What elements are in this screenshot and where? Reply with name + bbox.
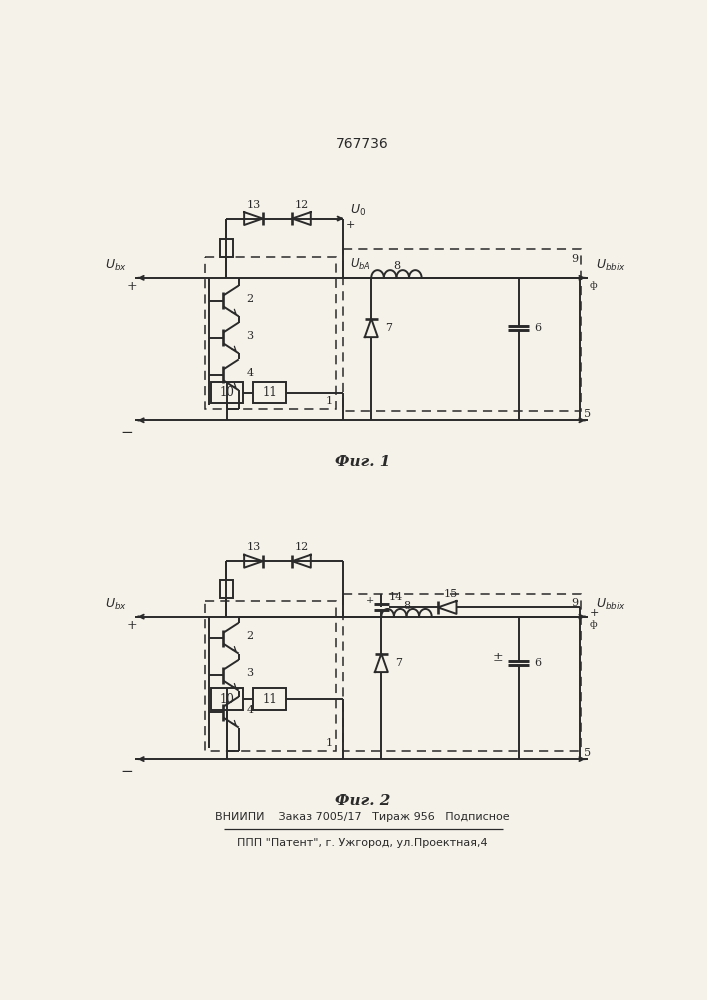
Text: 10: 10 <box>220 386 235 399</box>
Bar <box>343 249 581 411</box>
Bar <box>204 257 337 409</box>
Bar <box>253 688 286 710</box>
Text: 9: 9 <box>571 598 578 608</box>
Text: Фиг. 2: Фиг. 2 <box>335 794 390 808</box>
Text: ф: ф <box>590 281 597 290</box>
Text: ф: ф <box>590 620 597 629</box>
Text: 8: 8 <box>393 261 400 271</box>
Text: +: + <box>346 220 355 230</box>
Text: 7: 7 <box>385 323 392 333</box>
Text: 1: 1 <box>325 396 332 406</box>
Bar <box>253 382 286 403</box>
Text: 13: 13 <box>246 200 261 210</box>
Text: +: + <box>127 619 137 632</box>
Text: 9: 9 <box>571 254 578 264</box>
Text: 767736: 767736 <box>337 137 389 151</box>
Bar <box>211 382 243 403</box>
Text: 6: 6 <box>534 323 541 333</box>
Text: −: − <box>121 765 134 779</box>
Bar <box>204 601 337 751</box>
Text: 13: 13 <box>246 542 261 552</box>
Text: 8: 8 <box>403 601 410 611</box>
Text: 3: 3 <box>247 331 254 341</box>
Text: Фиг. 1: Фиг. 1 <box>335 455 390 469</box>
Text: 12: 12 <box>294 200 309 210</box>
Text: 10: 10 <box>220 693 235 706</box>
Text: 5: 5 <box>585 409 592 419</box>
Text: +: + <box>590 608 599 618</box>
Text: ±: ± <box>492 651 503 664</box>
Text: $U_0$: $U_0$ <box>350 203 366 218</box>
Text: 3: 3 <box>247 668 254 678</box>
Text: +: + <box>127 280 137 293</box>
Text: 2: 2 <box>247 631 254 641</box>
Text: $U_{bbix}$: $U_{bbix}$ <box>596 597 626 612</box>
Bar <box>211 688 243 710</box>
Text: $U_{bbix}$: $U_{bbix}$ <box>596 258 626 273</box>
Text: 5: 5 <box>585 748 592 758</box>
Text: $U_{bx}$: $U_{bx}$ <box>105 597 127 612</box>
Text: 6: 6 <box>534 658 541 668</box>
Text: 14: 14 <box>389 592 403 602</box>
Text: ВНИИПИ    Заказ 7005/17   Тираж 956   Подписное: ВНИИПИ Заказ 7005/17 Тираж 956 Подписное <box>216 812 510 822</box>
Text: +: + <box>366 596 375 605</box>
Text: ППП "Патент", г. Ужгород, ул.Проектная,4: ППП "Патент", г. Ужгород, ул.Проектная,4 <box>238 838 488 848</box>
Text: 15: 15 <box>444 589 458 599</box>
Text: 11: 11 <box>262 386 277 399</box>
Text: 4: 4 <box>247 368 254 378</box>
Text: $U_{bx}$: $U_{bx}$ <box>105 258 127 273</box>
Text: −: − <box>121 426 134 440</box>
Bar <box>220 239 233 257</box>
Text: 7: 7 <box>395 658 402 668</box>
Text: 11: 11 <box>262 693 277 706</box>
Text: $U_{bA}$: $U_{bA}$ <box>351 257 371 272</box>
Text: 1: 1 <box>325 738 332 748</box>
Bar <box>220 580 233 598</box>
Text: 4: 4 <box>247 705 254 715</box>
Bar <box>343 594 581 751</box>
Text: 2: 2 <box>247 294 254 304</box>
Text: 12: 12 <box>294 542 309 552</box>
